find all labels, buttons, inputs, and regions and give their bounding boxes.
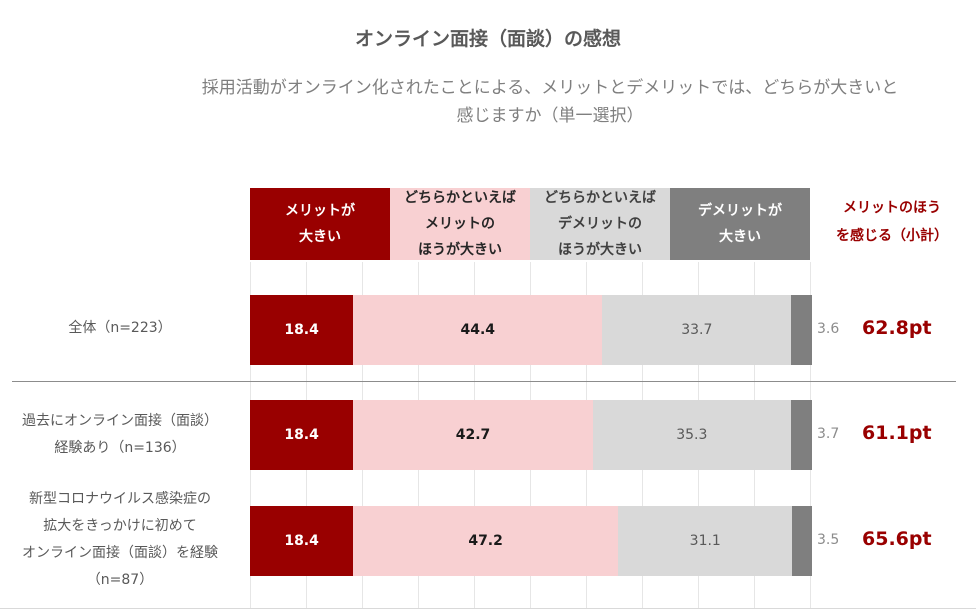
subtotal-value: 61.1pt [862, 422, 932, 444]
row-label-first-time: 新型コロナウイルス感染症の 拡大をきっかけに初めて オンライン面接（面談）を経験… [22, 491, 218, 588]
bar-segment [792, 506, 813, 576]
bar-value-label: 33.7 [681, 322, 713, 338]
bar-value-label-small: 3.5 [817, 532, 840, 548]
bar-segment: 31.1 [618, 506, 793, 576]
legend-somewhat-merit: どちらかといえば メリットの ほうが大きい [390, 188, 530, 260]
legend-merit-large: メリットが 大きい [250, 188, 390, 260]
bar-segment: 33.7 [602, 295, 792, 365]
bar-value-label: 18.4 [284, 533, 319, 549]
bar-segment: 18.4 [250, 400, 354, 470]
bottom-border [0, 608, 976, 609]
chart-title: オンライン面接（面談）の感想 [354, 28, 621, 50]
bar-segment: 18.4 [250, 295, 354, 365]
bar-segment: 42.7 [353, 400, 593, 470]
bar-value-label: 42.7 [455, 427, 491, 443]
bar-value-label-small: 3.6 [817, 321, 840, 337]
subtotal-header: メリットのほう を感じる（小計） [836, 200, 948, 244]
group-divider [12, 381, 956, 382]
bar-value-label: 31.1 [689, 533, 721, 549]
chart-subtitle: 採用活動がオンライン化されたことによる、メリットとデメリットでは、どちらが大きい… [201, 78, 899, 126]
bar-value-label: 18.4 [284, 427, 319, 443]
bar-segment: 35.3 [592, 400, 791, 470]
bar-value-label: 18.4 [284, 322, 319, 338]
bar-value-label: 35.3 [676, 427, 708, 443]
bar-segment [791, 295, 812, 365]
subtotal-value: 62.8pt [862, 317, 932, 339]
bar-segment [790, 400, 812, 470]
legend-somewhat-demerit: どちらかといえば デメリットの ほうが大きい [530, 188, 670, 260]
bar-value-label: 44.4 [460, 322, 496, 338]
legend-demerit-large: デメリットが 大きい [670, 188, 810, 260]
bar-value-label-small: 3.7 [817, 426, 840, 442]
bar-value-label: 47.2 [468, 533, 503, 549]
bar-segment: 44.4 [353, 295, 603, 365]
bar-segment: 18.4 [250, 506, 354, 576]
row-label-all: 全体（n=223） [68, 320, 172, 336]
bar-segment: 47.2 [353, 506, 618, 576]
subtotal-value: 65.6pt [862, 528, 932, 550]
row-label-experienced: 過去にオンライン面接（面談） 経験あり（n=136） [22, 413, 218, 456]
